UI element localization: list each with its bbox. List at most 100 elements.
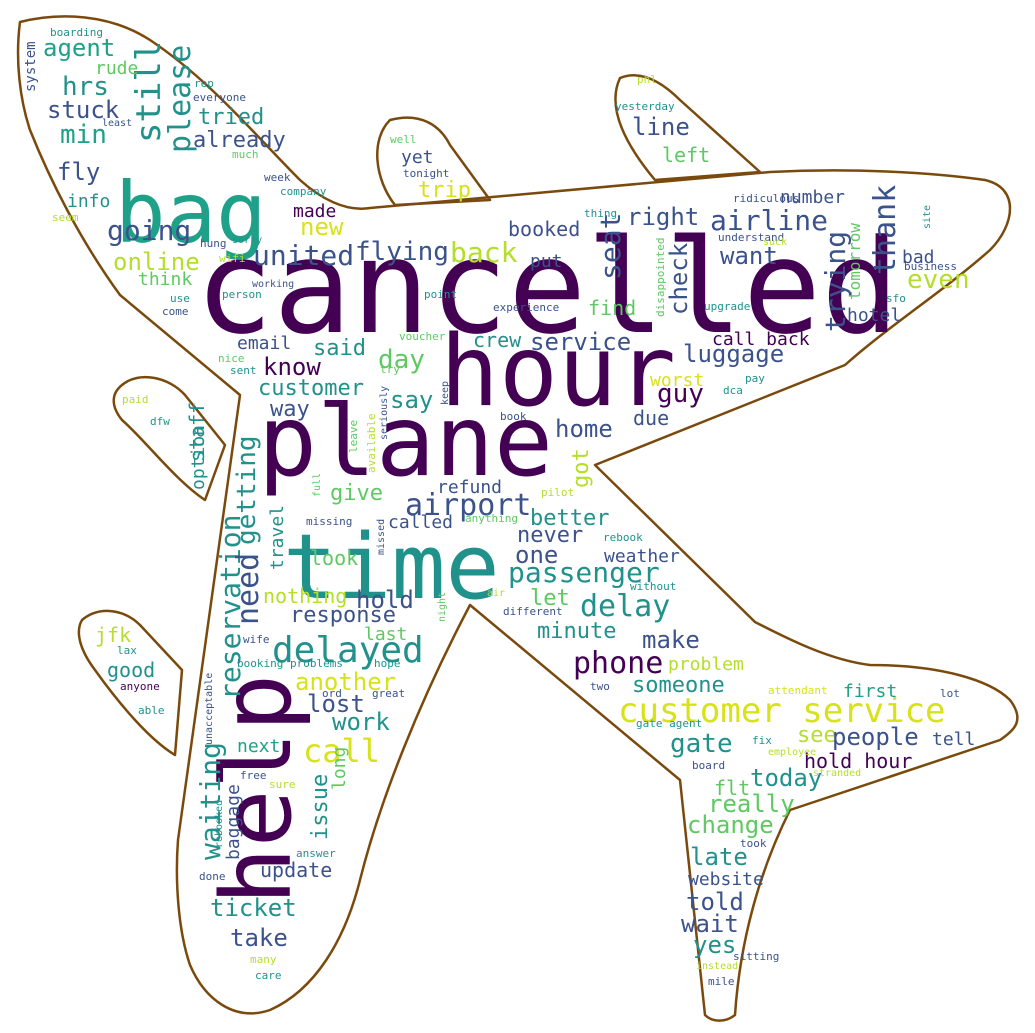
word-sure: sure	[269, 778, 296, 791]
word-email: email	[237, 333, 291, 354]
word-problem: problem	[668, 654, 744, 675]
word-today: today	[750, 764, 822, 792]
word-hope: hope	[374, 657, 401, 670]
word-fix: fix	[752, 734, 772, 747]
word-thing: thing	[584, 207, 617, 220]
word-service: service	[530, 328, 631, 356]
word-waiting: waiting	[194, 742, 227, 860]
word-long: long	[329, 747, 350, 790]
word-new: new	[300, 213, 344, 241]
word-say: say	[390, 386, 433, 414]
word-think: think	[138, 269, 192, 290]
word-booking-problems: booking problems	[237, 657, 343, 670]
word-delayed: delayed	[272, 630, 424, 671]
word-agent: agent	[43, 34, 115, 62]
word-someone: someone	[632, 673, 725, 698]
word-night: night	[437, 592, 448, 622]
word-great: great	[372, 687, 405, 700]
word-understand: understand	[718, 231, 784, 244]
word-well: well	[390, 133, 417, 146]
word-company: company	[280, 185, 327, 198]
word-seem: seem	[52, 211, 79, 224]
word-many: many	[250, 953, 277, 966]
word-hung: hung	[200, 237, 227, 250]
word-nothing: nothing	[263, 584, 347, 608]
small-fin-4-outline	[77, 609, 184, 757]
word-available: available	[365, 413, 378, 473]
word-tried: tried	[198, 105, 264, 130]
word-customer-service: customer service	[618, 691, 946, 731]
word-everyone: everyone	[193, 91, 246, 104]
word-experience: experience	[493, 301, 559, 314]
word-suck: suck	[763, 237, 787, 248]
word-flying: flying	[355, 237, 449, 267]
word-travel: travel	[267, 505, 288, 570]
word-tonight: tonight	[403, 167, 449, 180]
word-made: made	[293, 201, 336, 222]
word-answer: answer	[296, 847, 336, 860]
word-hour: hour	[440, 315, 676, 429]
word-passenger: passenger	[508, 556, 660, 589]
word-bad: bad	[902, 247, 935, 268]
word-left: left	[662, 143, 710, 167]
word-want: want	[720, 242, 778, 270]
word-call: call	[303, 732, 380, 770]
word-way: way	[270, 397, 310, 422]
word-upgrade: upgrade	[704, 300, 750, 313]
word-give: give	[330, 481, 383, 506]
word-refund: refund	[437, 477, 502, 498]
word-board: board	[692, 759, 725, 772]
word-call-back: call back	[712, 329, 810, 350]
word-lax: lax	[117, 644, 137, 657]
word-flt: flt	[714, 776, 750, 800]
word-still: still	[129, 41, 169, 143]
word-lost: lost	[307, 690, 365, 718]
word-book: book	[500, 410, 527, 423]
word-airline: airline	[710, 204, 828, 237]
word-rep: rep	[194, 77, 214, 90]
word-people: people	[832, 723, 919, 751]
word-already: already	[193, 128, 286, 153]
word-free: free	[240, 769, 267, 782]
word-sent: sent	[230, 364, 257, 377]
word-anyone: anyone	[120, 680, 160, 693]
word-line: line	[632, 113, 690, 141]
word-due: due	[633, 406, 669, 430]
word-instead: instead	[696, 961, 738, 972]
word-missing: missing	[306, 515, 352, 528]
word-care: care	[255, 969, 282, 982]
word-pay: pay	[745, 372, 765, 385]
word-customer: customer	[258, 376, 364, 401]
word-told: told	[686, 888, 744, 916]
word-mile: mile	[708, 975, 735, 988]
word-nice: nice	[218, 352, 245, 365]
word-even: even	[907, 265, 970, 295]
word-keep: keep	[440, 381, 451, 405]
word-change: change	[687, 811, 774, 839]
word-trip: trip	[418, 178, 471, 203]
word-yesterday: yesterday	[615, 100, 675, 113]
small-fin-3-outline	[112, 375, 227, 502]
word-gate: gate	[670, 729, 733, 759]
word-wait: wait	[681, 910, 739, 938]
word-thank: thank	[868, 185, 903, 275]
word-come: come	[162, 305, 189, 318]
word-home: home	[555, 415, 613, 443]
word-look: look	[310, 546, 358, 570]
word-never: never	[517, 523, 583, 548]
word-jfk: jfk	[95, 623, 131, 647]
word-hrs: hrs	[62, 72, 109, 102]
word-airport: airport	[405, 488, 531, 523]
word-disappointed: disappointed	[654, 238, 667, 317]
word-let: let	[530, 586, 570, 611]
word-reservation: reservation	[214, 515, 247, 700]
word-stranded: stranded	[813, 768, 861, 779]
word-sorry: sorry	[232, 235, 262, 246]
word-got: got	[569, 448, 594, 488]
word-min: min	[60, 120, 107, 150]
word-dfw: dfw	[150, 415, 170, 428]
word-need: need	[231, 553, 266, 625]
word-issue: issue	[308, 774, 333, 840]
word-without: without	[630, 580, 676, 593]
